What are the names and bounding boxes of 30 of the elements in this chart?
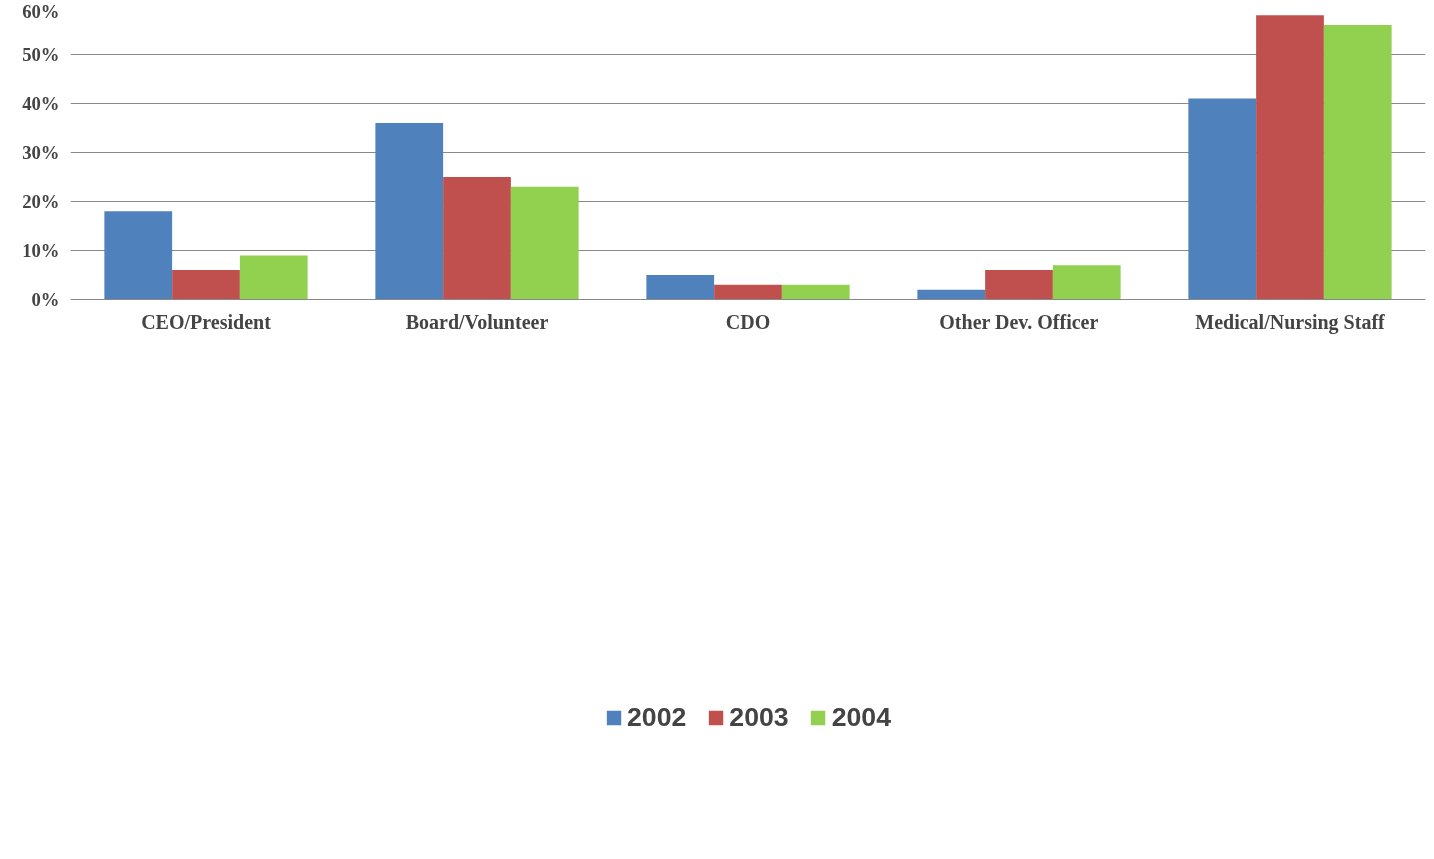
- x-tick-label: Other Dev. Officer: [939, 310, 1099, 333]
- y-tick-label: 40%: [22, 93, 60, 114]
- bar: [646, 275, 715, 300]
- legend-label: 2004: [831, 701, 891, 733]
- bar: [1323, 25, 1392, 300]
- x-tick-label: Board/Volunteer: [405, 310, 549, 333]
- bar: [239, 255, 308, 300]
- bar: [1188, 98, 1257, 300]
- bar: [443, 177, 511, 300]
- bar: [781, 284, 850, 300]
- y-tick-label: 20%: [22, 191, 60, 212]
- bar: [985, 270, 1053, 300]
- x-tick-label: CEO/President: [141, 310, 272, 333]
- bar: [917, 289, 986, 300]
- y-tick-label: 0%: [31, 289, 60, 310]
- legend-label: 2003: [729, 701, 789, 733]
- bar: [714, 284, 782, 300]
- y-tick-label: 60%: [22, 0, 60, 22]
- bar: [1052, 265, 1121, 300]
- legend-label: 2002: [627, 701, 687, 733]
- bar: [510, 186, 579, 300]
- bar: [375, 123, 444, 300]
- y-tick-label: 10%: [22, 240, 60, 261]
- y-tick-label: 30%: [22, 142, 60, 163]
- bar: [172, 270, 240, 300]
- x-tick-label: CDO: [725, 310, 771, 333]
- bar: [1256, 15, 1324, 300]
- x-tick-label: Medical/Nursing Staff: [1195, 310, 1386, 334]
- y-tick-label: 50%: [22, 44, 60, 65]
- bar: [104, 211, 173, 300]
